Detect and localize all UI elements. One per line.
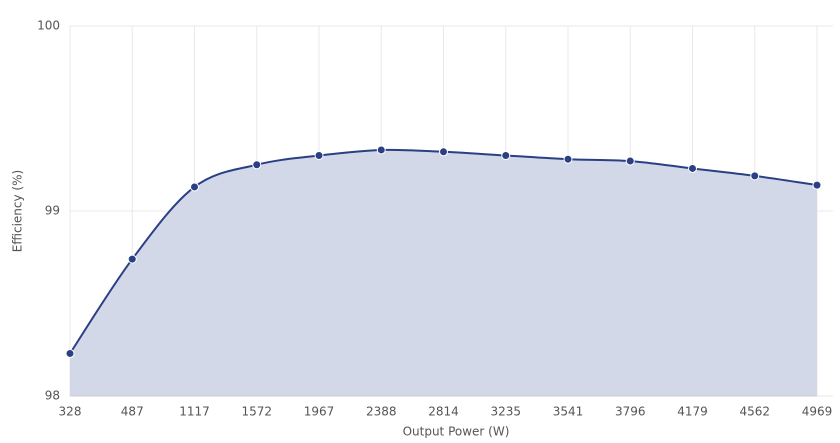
x-tick-label: 4562 — [739, 405, 770, 419]
point — [376, 145, 386, 155]
x-tick-label: 1572 — [241, 405, 272, 419]
point — [252, 160, 262, 170]
point — [750, 171, 760, 181]
x-axis-label: Output Power (W) — [403, 425, 510, 439]
x-tick-label: 4969 — [802, 405, 833, 419]
point — [439, 147, 448, 157]
point — [314, 151, 324, 160]
point — [127, 254, 137, 264]
point — [563, 154, 573, 164]
x-tick-label: 1967 — [304, 405, 335, 419]
x-tick-label: 3541 — [553, 405, 584, 419]
point — [501, 151, 511, 160]
x-tick-label: 4179 — [677, 405, 708, 419]
y-tick-label: 100 — [37, 19, 60, 33]
area — [70, 149, 817, 396]
point — [688, 163, 697, 173]
y-tick-label: 98 — [45, 389, 60, 403]
x-tick-label: 2388 — [366, 405, 397, 419]
point — [812, 180, 822, 190]
point — [65, 348, 75, 358]
y-tick-label: 99 — [45, 204, 60, 218]
x-tick-label: 487 — [121, 405, 144, 419]
x-tick-label: 2814 — [428, 405, 459, 419]
x-tick-label: 3796 — [615, 405, 646, 419]
x-tick-label: 328 — [59, 405, 82, 419]
x-tick-label: 1117 — [179, 405, 210, 419]
point — [190, 182, 199, 192]
y-axis-label: Efficiency (%) — [11, 170, 25, 252]
point — [625, 156, 635, 166]
x-tick-label: 3235 — [490, 405, 521, 419]
